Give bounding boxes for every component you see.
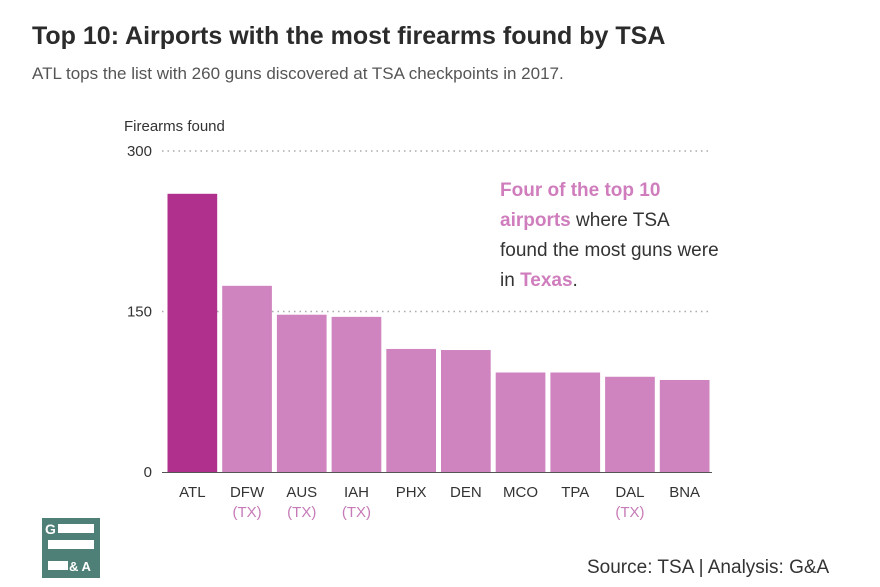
- bar-phx: [386, 348, 436, 472]
- annotation-text: where TSA found the most guns were in: [500, 210, 719, 291]
- ga-logo: G & A: [42, 518, 100, 578]
- bars: [167, 193, 710, 473]
- y-tick-label: 300: [127, 143, 152, 160]
- x-axis-ticks: ATL DFW (TX) AUS (TX) IAH (TX) PHX DEN MCO TPA DAL (…: [179, 484, 700, 521]
- bar-tpa: [550, 372, 601, 472]
- bar-aus: [276, 314, 327, 472]
- logo-middle-bar: [48, 540, 94, 549]
- bar-dal: [605, 376, 655, 472]
- bar-bna: [659, 379, 710, 472]
- x-sublabel-texas: (TX): [287, 504, 316, 521]
- source-credit: Source: TSA | Analysis: G&A: [587, 557, 830, 578]
- x-tick-label: DAL: [615, 484, 644, 501]
- logo-ampersand-a: & A: [69, 559, 92, 574]
- bar-iah: [331, 316, 382, 472]
- x-tick-label: IAH: [344, 484, 369, 501]
- y-tick-label: 0: [144, 464, 152, 481]
- x-tick-label: BNA: [669, 484, 700, 501]
- y-axis-ticks: 0 150 300: [127, 143, 152, 481]
- x-tick-label: DFW: [230, 484, 265, 501]
- x-sublabel-texas: (TX): [615, 504, 644, 521]
- chart-title: Top 10: Airports with the most firearms …: [32, 22, 666, 50]
- y-tick-label: 150: [127, 304, 152, 321]
- logo-top-bar: [58, 524, 94, 533]
- chart-annotation: Four of the top 10 airports where TSA fo…: [500, 176, 720, 296]
- annotation-period: .: [572, 270, 578, 291]
- x-tick-label: TPA: [561, 484, 589, 501]
- y-axis-label: Firearms found: [124, 118, 225, 135]
- x-sublabel-texas: (TX): [342, 504, 371, 521]
- x-tick-label: AUS: [286, 484, 317, 501]
- bar-den: [441, 350, 491, 472]
- bar-mco: [495, 372, 546, 472]
- annotation-highlight-airports: Four of the top 10 airports: [500, 180, 661, 231]
- logo-bottom-bar: [48, 561, 68, 570]
- bar-dfw: [222, 285, 272, 472]
- x-tick-label: PHX: [396, 484, 427, 501]
- x-tick-label: ATL: [179, 484, 205, 501]
- bar-atl: [167, 193, 218, 473]
- x-tick-label: DEN: [450, 484, 482, 501]
- x-sublabel-texas: (TX): [232, 504, 261, 521]
- logo-letter-g: G: [45, 521, 56, 537]
- gridlines: [162, 150, 712, 313]
- x-tick-label: MCO: [503, 484, 538, 501]
- annotation-highlight-texas: Texas: [520, 270, 573, 291]
- chart-subtitle: ATL tops the list with 260 guns discover…: [32, 64, 564, 83]
